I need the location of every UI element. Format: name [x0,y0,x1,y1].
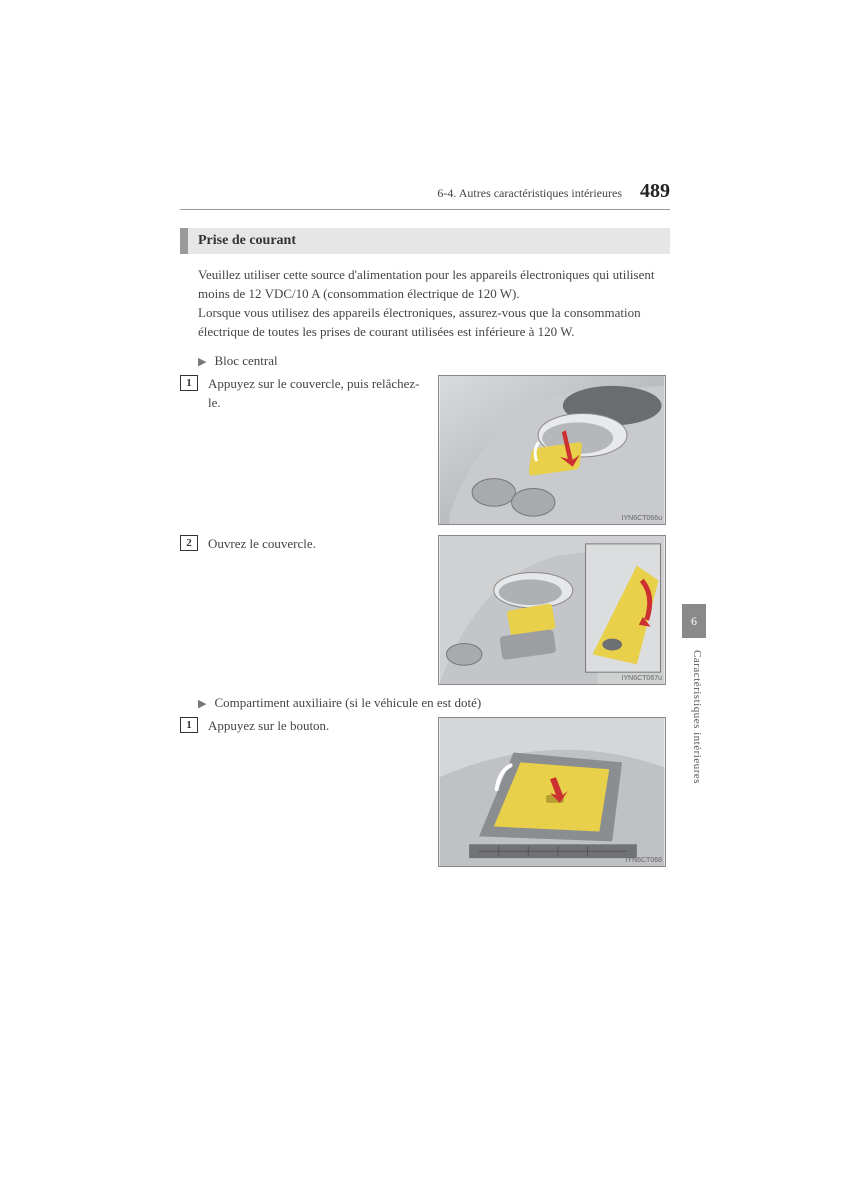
console-illustration-1: IYN6CT066u [438,375,666,525]
step-2: 2 Ouvrez le couvercle. [180,535,670,685]
console-illustration-2: IYN6CT067u [438,535,666,685]
step-number-box: 2 [180,535,198,551]
figure-2: IYN6CT067u [438,535,666,685]
page-header: 6-4. Autres caractéristiques intérieures… [180,180,670,210]
intro-paragraph-1: Veuillez utiliser cette source d'aliment… [198,266,670,304]
step-number-box: 1 [180,375,198,391]
step-text: Ouvrez le couvercle. [208,535,428,553]
figure-code: IYN6CT068 [625,857,662,864]
step-3: 1 Appuyez sur le bouton. [180,717,670,867]
intro-paragraph-2: Lorsque vous utilisez des appareils élec… [198,304,670,342]
chapter-tab: 6 [682,604,706,638]
subsection-compartiment-aux: ▶ Compartiment auxiliaire (si le véhicul… [180,695,670,711]
console-svg-2 [439,536,665,684]
step-number-box: 1 [180,717,198,733]
figure-code: IYN6CT067u [622,675,662,682]
console-illustration-3: IYN6CT068 [438,717,666,867]
figure-code: IYN6CT066u [622,515,662,522]
console-svg-1 [439,376,665,524]
figure-1: IYN6CT066u [438,375,666,525]
step-text: Appuyez sur le bouton. [208,717,428,735]
triangle-bullet-icon: ▶ [198,353,206,368]
intro-text: Veuillez utiliser cette source d'aliment… [180,266,670,341]
section-title: Prise de courant [198,233,296,248]
step-text: Appuyez sur le couvercle, puis relâchez-… [208,375,428,411]
chapter-side-label: Caractéristiques intérieures [691,650,703,784]
page-content: 6-4. Autres caractéristiques intérieures… [180,180,670,877]
step-1: 1 Appuyez sur le couvercle, puis relâche… [180,375,670,525]
subsection-bloc-central: ▶ Bloc central [180,353,670,369]
subsection-label: Compartiment auxiliaire (si le véhicule … [214,695,481,711]
console-svg-3 [439,718,665,866]
page-number: 489 [640,180,670,203]
section-title-bar: Prise de courant [180,228,670,254]
figure-3: IYN6CT068 [438,717,666,867]
subsection-label: Bloc central [214,353,277,369]
triangle-bullet-icon: ▶ [198,695,206,710]
section-path: 6-4. Autres caractéristiques intérieures [437,186,622,201]
